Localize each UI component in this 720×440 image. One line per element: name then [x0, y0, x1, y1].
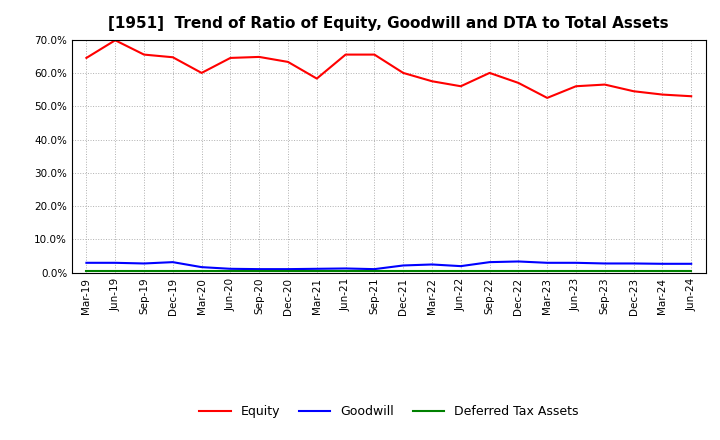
- Deferred Tax Assets: [197, 268, 206, 274]
- Equity: [197, 70, 206, 76]
- Deferred Tax Assets: [658, 268, 667, 274]
- Goodwill: [82, 260, 91, 265]
- Legend: Equity, Goodwill, Deferred Tax Assets: Equity, Goodwill, Deferred Tax Assets: [194, 400, 583, 423]
- Goodwill: [600, 261, 609, 266]
- Equity: [485, 70, 494, 76]
- Equity: [687, 94, 696, 99]
- Deferred Tax Assets: [168, 268, 177, 274]
- Deferred Tax Assets: [111, 268, 120, 274]
- Goodwill: [284, 267, 292, 272]
- Deferred Tax Assets: [600, 268, 609, 274]
- Goodwill: [428, 262, 436, 267]
- Equity: [543, 95, 552, 100]
- Deferred Tax Assets: [226, 268, 235, 274]
- Equity: [572, 84, 580, 89]
- Title: [1951]  Trend of Ratio of Equity, Goodwill and DTA to Total Assets: [1951] Trend of Ratio of Equity, Goodwil…: [109, 16, 669, 32]
- Deferred Tax Assets: [399, 268, 408, 274]
- Deferred Tax Assets: [370, 268, 379, 274]
- Equity: [341, 52, 350, 57]
- Goodwill: [399, 263, 408, 268]
- Equity: [629, 88, 638, 94]
- Deferred Tax Assets: [82, 268, 91, 274]
- Deferred Tax Assets: [514, 268, 523, 274]
- Equity: [226, 55, 235, 61]
- Line: Equity: Equity: [86, 40, 691, 98]
- Deferred Tax Assets: [629, 268, 638, 274]
- Goodwill: [658, 261, 667, 267]
- Equity: [255, 54, 264, 59]
- Goodwill: [111, 260, 120, 265]
- Goodwill: [543, 260, 552, 265]
- Deferred Tax Assets: [456, 268, 465, 274]
- Equity: [284, 59, 292, 65]
- Goodwill: [629, 261, 638, 266]
- Equity: [312, 76, 321, 81]
- Goodwill: [341, 266, 350, 271]
- Goodwill: [140, 261, 148, 266]
- Deferred Tax Assets: [341, 268, 350, 274]
- Equity: [514, 80, 523, 85]
- Goodwill: [255, 267, 264, 272]
- Goodwill: [312, 266, 321, 271]
- Equity: [168, 55, 177, 60]
- Deferred Tax Assets: [543, 268, 552, 274]
- Deferred Tax Assets: [485, 268, 494, 274]
- Goodwill: [168, 260, 177, 265]
- Deferred Tax Assets: [312, 268, 321, 274]
- Equity: [399, 70, 408, 76]
- Equity: [428, 79, 436, 84]
- Equity: [82, 55, 91, 61]
- Goodwill: [197, 264, 206, 270]
- Equity: [456, 84, 465, 89]
- Equity: [658, 92, 667, 97]
- Equity: [370, 52, 379, 57]
- Deferred Tax Assets: [572, 268, 580, 274]
- Deferred Tax Assets: [255, 268, 264, 274]
- Goodwill: [456, 264, 465, 269]
- Goodwill: [572, 260, 580, 265]
- Deferred Tax Assets: [284, 268, 292, 274]
- Deferred Tax Assets: [140, 268, 148, 274]
- Goodwill: [370, 267, 379, 272]
- Goodwill: [485, 260, 494, 265]
- Line: Goodwill: Goodwill: [86, 261, 691, 269]
- Goodwill: [514, 259, 523, 264]
- Equity: [140, 52, 148, 57]
- Equity: [600, 82, 609, 87]
- Goodwill: [687, 261, 696, 267]
- Equity: [111, 38, 120, 43]
- Deferred Tax Assets: [687, 268, 696, 274]
- Deferred Tax Assets: [428, 268, 436, 274]
- Goodwill: [226, 266, 235, 271]
